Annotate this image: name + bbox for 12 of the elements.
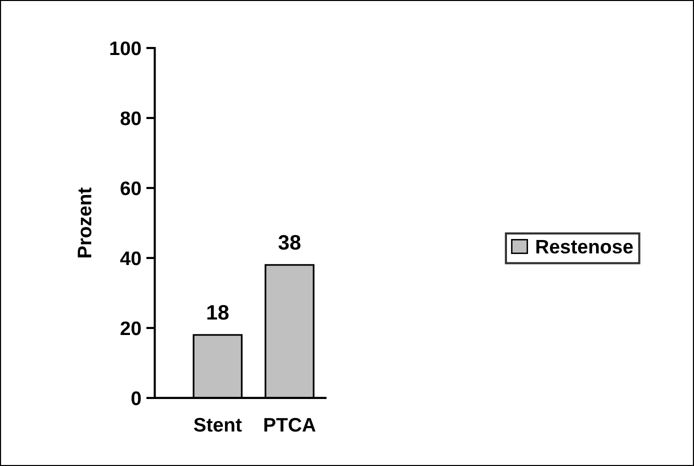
x-tick-label: Stent (194, 418, 242, 432)
y-tick-label: 20 (120, 321, 141, 336)
y-tick-label: 80 (120, 111, 141, 126)
x-tick-label: PTCA (264, 418, 316, 432)
y-tick-label: 0 (132, 391, 141, 406)
y-tick-label: 100 (110, 41, 141, 56)
y-tick-label: 60 (120, 181, 141, 196)
y-axis-title: Prozent (78, 188, 92, 258)
y-tick-label: 40 (120, 251, 141, 266)
legend-label: Restenose (536, 240, 633, 254)
data-label: 38 (278, 234, 300, 250)
data-label: 18 (207, 304, 229, 320)
